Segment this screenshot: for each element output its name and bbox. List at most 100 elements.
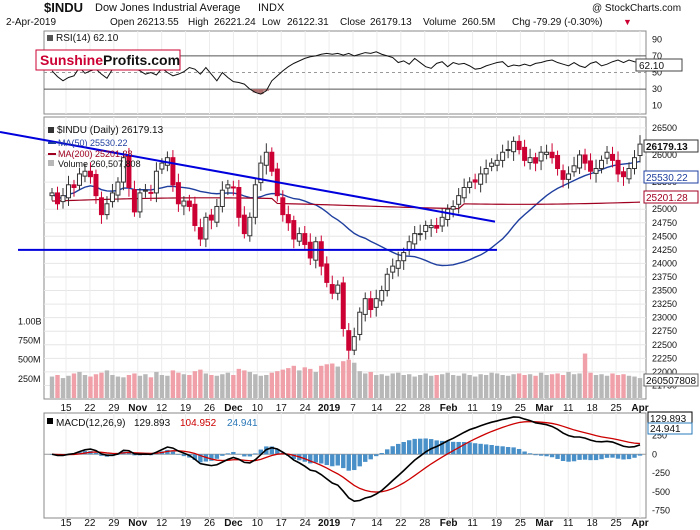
macd-histogram-bar (626, 454, 632, 460)
macd-histogram-bar (549, 454, 555, 458)
macd-histogram-bar (192, 454, 198, 460)
macd-tick-label: -250 (652, 468, 670, 478)
volume-bar (637, 378, 643, 398)
volume-bar (231, 375, 236, 398)
price-tick-label: 26000 (652, 150, 677, 160)
volume-bar (319, 365, 324, 398)
volume-bar (291, 365, 296, 398)
macd-histogram-bar (445, 441, 450, 455)
volume-bar (357, 371, 362, 398)
candle-body (87, 170, 93, 178)
macd-histogram-bar (588, 454, 593, 461)
macd-histogram-bar (390, 446, 395, 455)
volume-bar (297, 370, 302, 398)
volume-bar (335, 366, 340, 398)
candle-body (362, 298, 368, 315)
macd-histogram-bar (593, 454, 599, 461)
candle-body (395, 260, 401, 269)
macd-histogram-bar (165, 449, 170, 455)
macd-legend-signal: 104.952 (180, 418, 217, 429)
price-tick-label: 22750 (652, 326, 677, 336)
macd-histogram-bar (181, 454, 187, 457)
volume-tick-label: 500M (18, 355, 41, 365)
rsi-tick-label: 90 (652, 34, 662, 44)
volume-legend-swatch (48, 160, 54, 166)
chart-exchange: INDX (258, 2, 285, 14)
rsi-tick-label: 70 (652, 51, 662, 61)
macd-histogram-bar (308, 454, 313, 464)
x-tick-label: 14 (371, 403, 383, 414)
macd-histogram-bar (220, 454, 225, 456)
macd-histogram-bar (522, 451, 527, 455)
volume-bar (621, 374, 626, 398)
down-arrow-icon: ▼ (623, 17, 632, 27)
macd-histogram-bar (99, 454, 104, 456)
macd-histogram-bar (313, 454, 318, 463)
x-tick-label-bottom: 25 (515, 518, 527, 529)
macd-histogram-bar (231, 451, 236, 455)
x-tick-label-bottom: 10 (252, 518, 264, 529)
chart-title: Dow Jones Industrial Average (95, 2, 240, 14)
volume-bar (302, 367, 307, 398)
volume-bar (313, 371, 318, 398)
candle-body (241, 214, 247, 235)
macd-histogram-bar (478, 443, 483, 455)
macd-histogram-bar (291, 454, 296, 459)
candle-body (571, 165, 577, 173)
candle-body (615, 159, 621, 175)
quote-high: 26221.24 (214, 17, 256, 28)
macd-histogram-bar (604, 454, 610, 458)
logo-part1: Sunshine (40, 52, 103, 68)
ma50-line (51, 160, 641, 267)
candle-body (582, 154, 588, 164)
candle-body (208, 214, 214, 221)
candle-body (313, 241, 319, 261)
candle-body (544, 151, 550, 155)
candle-body (489, 162, 495, 167)
x-tick-label: 29 (108, 403, 120, 414)
candle-body (137, 192, 143, 213)
volume-bar (588, 372, 593, 398)
volume-tick-label: 750M (18, 336, 41, 346)
candle-body (302, 233, 308, 245)
macd-histogram-bar (494, 445, 500, 455)
candle-body (324, 263, 330, 283)
volume-bar (192, 371, 198, 398)
volume-bar (566, 371, 571, 398)
downtrend-line (0, 131, 496, 223)
macd-histogram-bar (170, 451, 176, 455)
watermark: @ StockCharts.com (592, 3, 681, 14)
macd-histogram-bar (461, 442, 467, 455)
rsi-legend-swatch (47, 35, 53, 41)
candle-body (412, 233, 418, 245)
candle-body (236, 187, 242, 218)
close-value-tag (643, 139, 699, 153)
candle-body (115, 181, 121, 196)
volume-bar (417, 375, 423, 398)
candle-body (54, 192, 60, 205)
x-tick-label: 28 (419, 403, 431, 414)
volume-bar (148, 377, 154, 398)
volume-value-tag (643, 373, 699, 387)
candle-body (467, 181, 473, 188)
volume-bar (209, 375, 214, 398)
volume-bar (522, 375, 527, 398)
volume-bar (478, 374, 483, 398)
volume-bar (220, 374, 225, 398)
volume-bar (82, 375, 88, 398)
candle-body (555, 155, 561, 170)
macd-histogram-bar (500, 446, 505, 455)
candle-body (483, 168, 489, 175)
volume-bar (93, 374, 99, 398)
volume-bar (258, 375, 264, 398)
quote-volume: 260.5M (462, 17, 495, 28)
ma200-value-tag (643, 190, 699, 204)
volume-bar (626, 375, 632, 398)
candle-body (93, 173, 99, 197)
volume-bar (132, 373, 137, 398)
macd-hist-tag (647, 422, 693, 435)
candle-body (522, 146, 528, 161)
macd-histogram-bar (621, 454, 626, 460)
volume-bar (324, 364, 329, 398)
volume-bar (428, 375, 434, 398)
